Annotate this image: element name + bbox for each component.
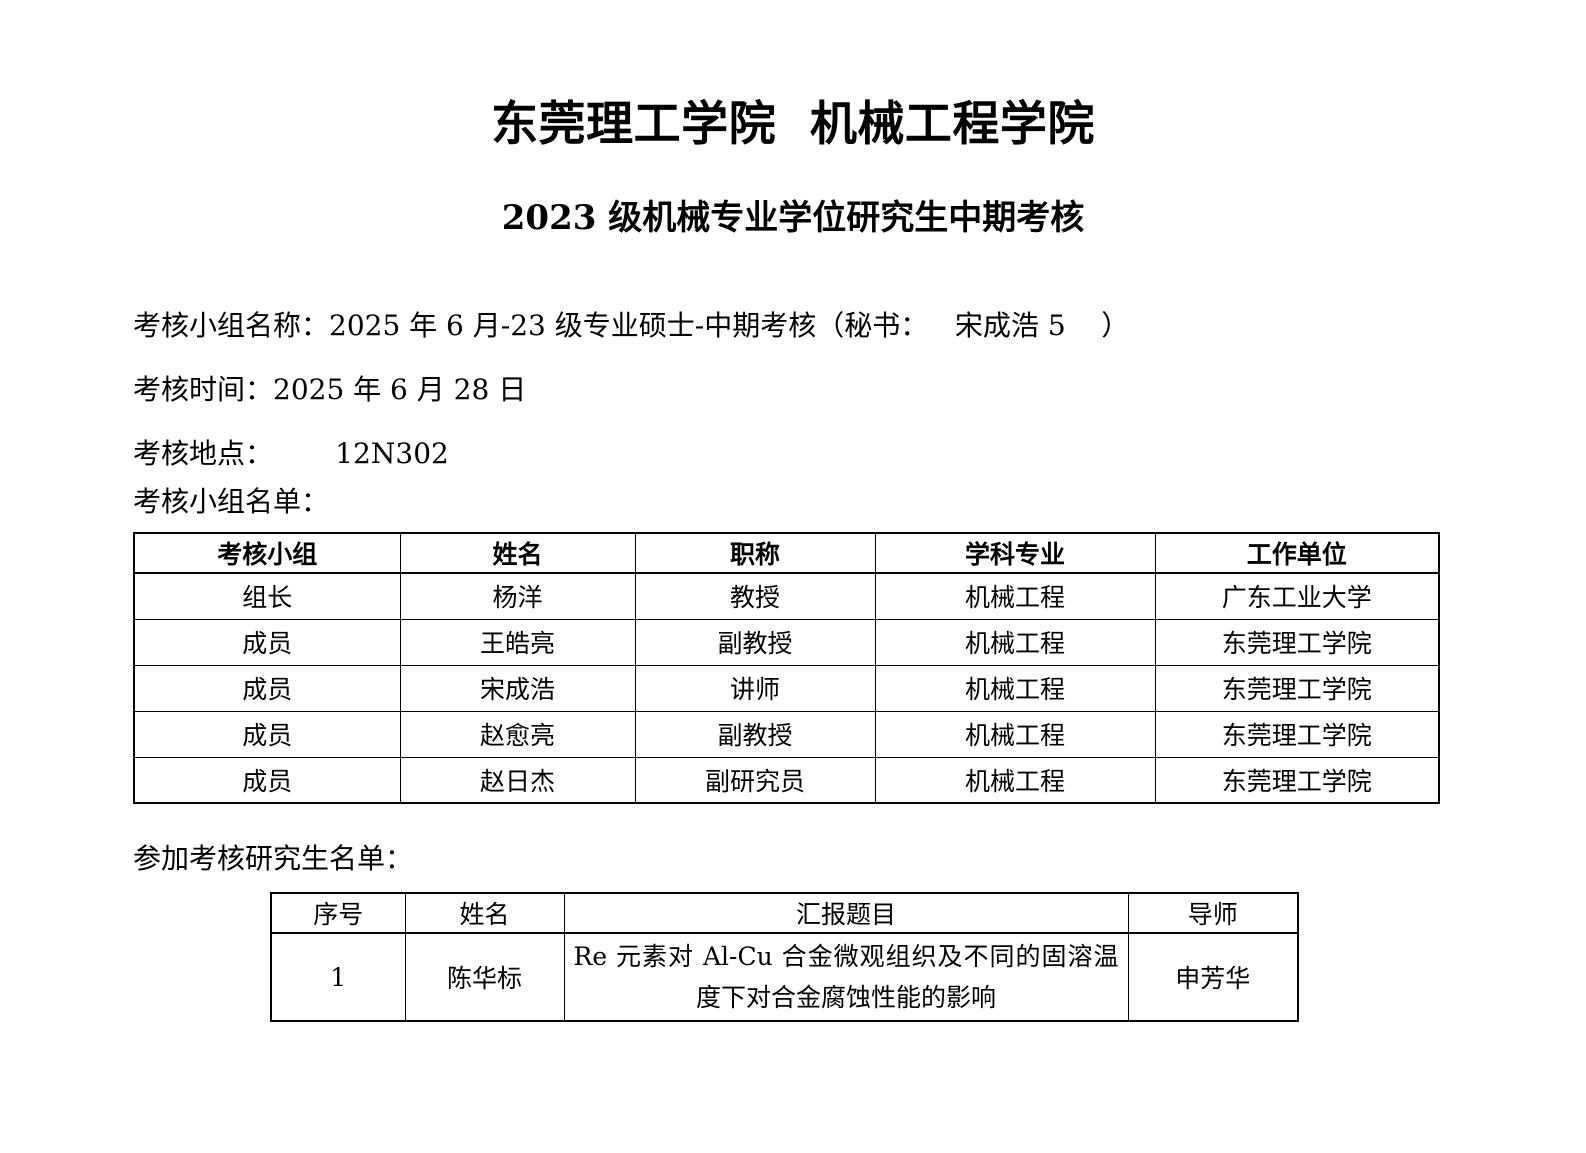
committee-header-group: 考核小组 [133,532,401,574]
table-row: 1 陈华标 Re 元素对 Al-Cu 合金微观组织及不同的固溶温度下对合金腐蚀性… [270,932,1299,1022]
assessment-location: 考核地点： 12N302 [133,437,449,470]
committee-cell-org: 东莞理工学院 [1154,756,1440,804]
committee-cell-name: 杨洋 [399,572,636,620]
committee-cell-title: 副教授 [634,618,876,666]
committee-header-org: 工作单位 [1154,532,1440,574]
committee-cell-group: 成员 [133,664,401,712]
page-subtitle: 2023 级机械专业学位研究生中期考核 [501,198,1085,238]
committee-cell-title: 副研究员 [634,756,876,804]
committee-cell-title: 讲师 [634,664,876,712]
committee-cell-title: 教授 [634,572,876,620]
committee-cell-name: 宋成浩 [399,664,636,712]
committee-cell-name: 王皓亮 [399,618,636,666]
student-cell-index: 1 [270,932,406,1022]
table-header-row: 考核小组 姓名 职称 学科专业 工作单位 [133,532,1440,574]
committee-header-title: 职称 [634,532,876,574]
committee-cell-org: 广东工业大学 [1154,572,1440,620]
committee-cell-major: 机械工程 [874,664,1156,712]
committee-header-major: 学科专业 [874,532,1156,574]
committee-header-name: 姓名 [399,532,636,574]
student-header-index: 序号 [270,892,406,934]
committee-cell-org: 东莞理工学院 [1154,618,1440,666]
table-row: 成员 王皓亮 副教授 机械工程 东莞理工学院 [133,618,1440,666]
table-row: 成员 宋成浩 讲师 机械工程 东莞理工学院 [133,664,1440,712]
page-title: 东莞理工学院 机械工程学院 [491,97,1095,152]
committee-cell-name: 赵愈亮 [399,710,636,758]
table-row: 成员 赵愈亮 副教授 机械工程 东莞理工学院 [133,710,1440,758]
committee-cell-major: 机械工程 [874,710,1156,758]
student-cell-name: 陈华标 [404,932,565,1022]
committee-table: 考核小组 姓名 职称 学科专业 工作单位 组长 杨洋 教授 机械工程 广东工业大… [133,532,1440,804]
committee-cell-name: 赵日杰 [399,756,636,804]
student-cell-advisor: 申芳华 [1127,932,1299,1022]
committee-cell-org: 东莞理工学院 [1154,710,1440,758]
committee-cell-group: 成员 [133,710,401,758]
committee-cell-major: 机械工程 [874,756,1156,804]
committee-cell-title: 副教授 [634,710,876,758]
table-row: 组长 杨洋 教授 机械工程 广东工业大学 [133,572,1440,620]
student-header-advisor: 导师 [1127,892,1299,934]
committee-list-label: 考核小组名单： [133,485,330,518]
committee-cell-major: 机械工程 [874,572,1156,620]
committee-cell-major: 机械工程 [874,618,1156,666]
student-cell-topic: Re 元素对 Al-Cu 合金微观组织及不同的固溶温度下对合金腐蚀性能的影响 [563,932,1129,1022]
assessment-time: 考核时间：2025 年 6 月 28 日 [133,373,527,406]
student-list-label: 参加考核研究生名单： [133,842,414,875]
table-header-row: 序号 姓名 汇报题目 导师 [270,892,1299,934]
committee-cell-group: 成员 [133,618,401,666]
committee-cell-org: 东莞理工学院 [1154,664,1440,712]
committee-cell-group: 组长 [133,572,401,620]
committee-cell-group: 成员 [133,756,401,804]
student-table: 序号 姓名 汇报题目 导师 1 陈华标 Re 元素对 Al-Cu 合金微观组织及… [270,892,1299,1022]
student-header-name: 姓名 [404,892,565,934]
table-row: 成员 赵日杰 副研究员 机械工程 东莞理工学院 [133,756,1440,804]
assessment-group-name: 考核小组名称：2025 年 6 月-23 级专业硕士-中期考核（秘书： 宋成浩 … [133,309,1130,342]
student-header-topic: 汇报题目 [563,892,1129,934]
